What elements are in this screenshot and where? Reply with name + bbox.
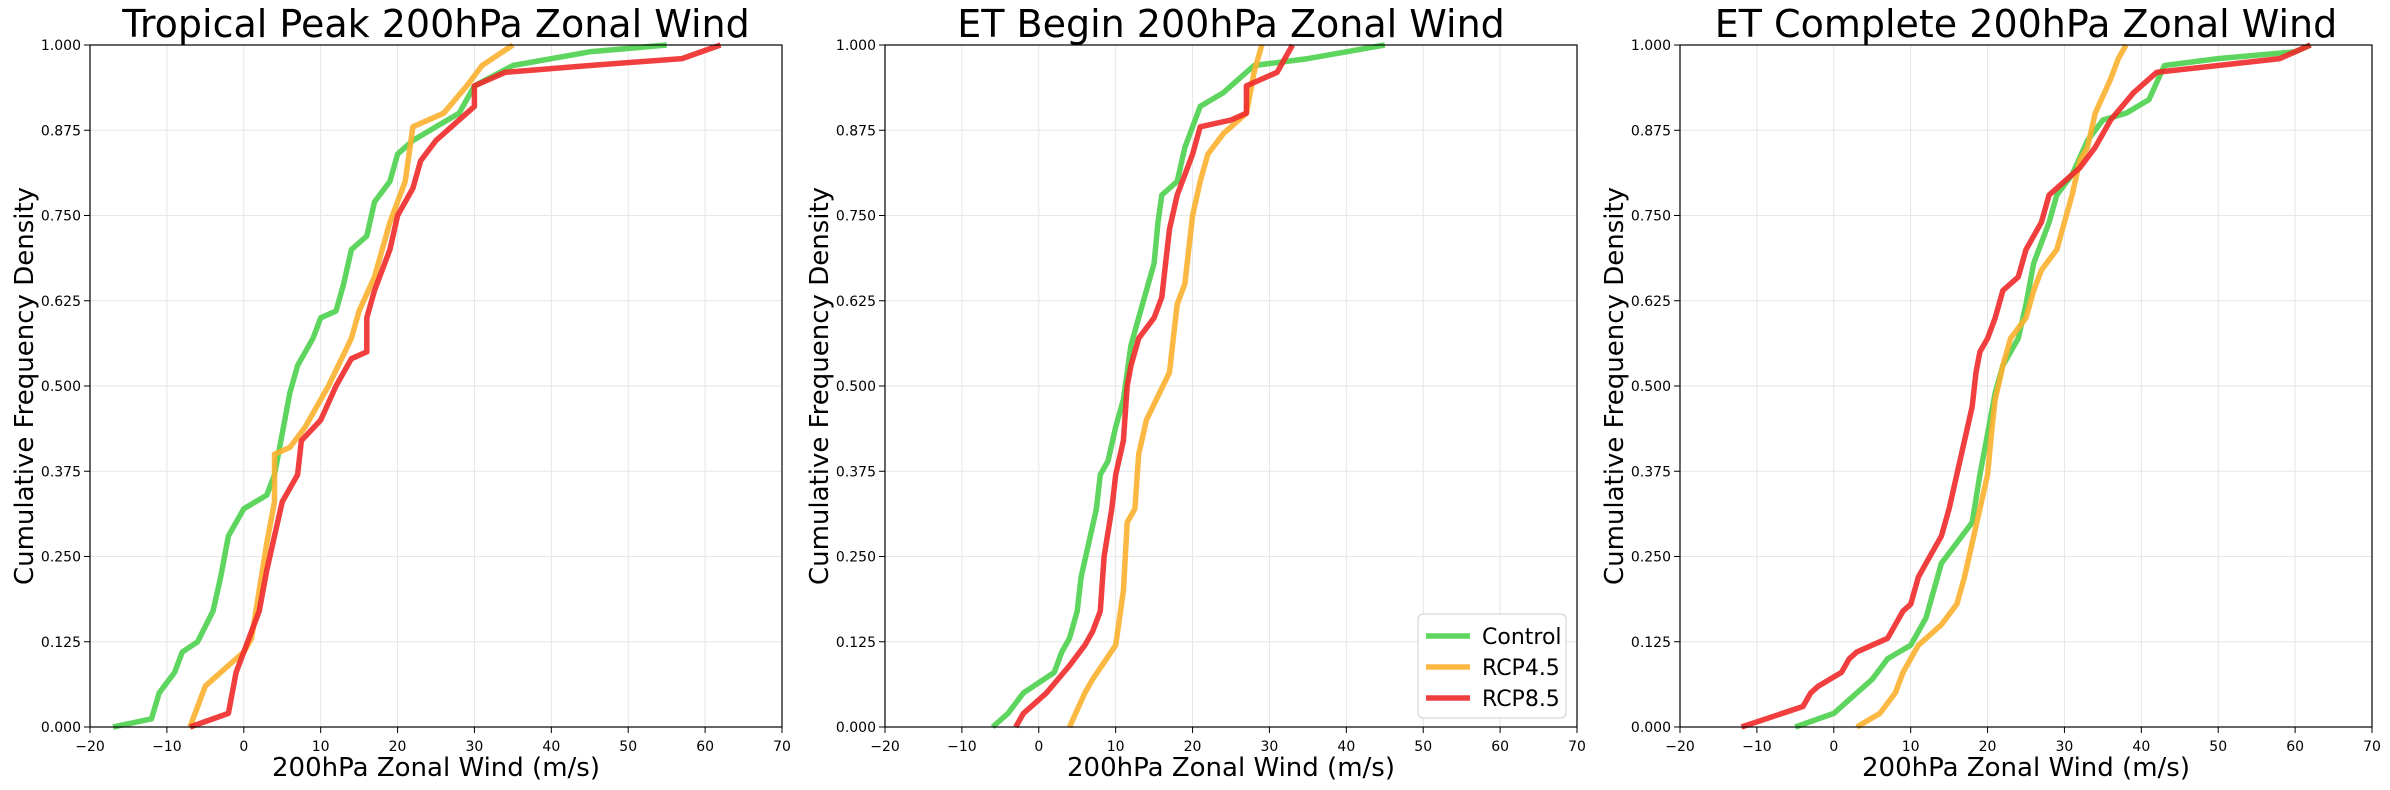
y-tick-label: 0.500 xyxy=(41,379,81,395)
series-line-control xyxy=(112,42,667,730)
x-axis-label: 200hPa Zonal Wind (m/s) xyxy=(1067,753,1395,783)
x-tick-label: −10 xyxy=(1742,739,1772,755)
series-line-control xyxy=(990,42,1386,730)
x-tick-label: 70 xyxy=(1568,739,1586,755)
y-tick-label: 0.625 xyxy=(1631,294,1671,310)
y-axis-label: Cumulative Frequency Density xyxy=(805,187,835,585)
series-line-rcp4-5 xyxy=(1855,43,2129,730)
panel-title: Tropical Peak 200hPa Zonal Wind xyxy=(121,2,749,46)
y-tick-label: 0.750 xyxy=(41,209,81,225)
y-tick-label: 1.000 xyxy=(41,38,81,54)
series-line-rcp8-5 xyxy=(1013,43,1295,729)
x-tick-label: 70 xyxy=(773,739,791,755)
y-tick-label: 0.500 xyxy=(1631,379,1671,395)
y-tick-label: 0.125 xyxy=(1631,635,1671,651)
x-tick-label: 10 xyxy=(1902,739,1920,755)
legend-box xyxy=(1417,613,1567,719)
y-tick-label: 1.000 xyxy=(1631,38,1671,54)
y-tick-label: 0.000 xyxy=(41,720,81,736)
x-tick-label: 60 xyxy=(1491,739,1509,755)
panel-et-begin: −20 −10 0 10 20 30 40 50 60 70 0.000 0.125 0.250 0.37… xyxy=(805,2,1586,783)
x-tick-label: 40 xyxy=(542,739,560,755)
x-tick-label: −20 xyxy=(75,739,105,755)
series-line-rcp8-5 xyxy=(1740,42,2312,730)
x-tick-label: 20 xyxy=(389,739,407,755)
x-tick-label: −10 xyxy=(947,739,977,755)
legend-label-rcp4-5: RCP4.5 xyxy=(1482,656,1560,681)
x-tick-label: 50 xyxy=(2209,739,2227,755)
x-tick-label: 0 xyxy=(239,739,248,755)
y-tick-label: 0.125 xyxy=(836,635,876,651)
legend: Control RCP4.5 RCP8.5 xyxy=(1417,613,1567,719)
x-tick-label: 30 xyxy=(1261,739,1279,755)
y-tick-label: 0.000 xyxy=(1631,720,1671,736)
y-tick-label: 0.000 xyxy=(836,720,876,736)
x-tick-label: 40 xyxy=(2132,739,2150,755)
y-tick-label: 0.875 xyxy=(836,123,876,139)
x-tick-label: −20 xyxy=(1665,739,1695,755)
legend-label-rcp8-5: RCP8.5 xyxy=(1482,687,1560,712)
series-line-rcp4-5 xyxy=(1066,44,1265,729)
y-tick-label: 0.375 xyxy=(836,464,876,480)
y-tick-label: 0.250 xyxy=(1631,550,1671,566)
x-tick-label: 60 xyxy=(2286,739,2304,755)
x-tick-label: −20 xyxy=(870,739,900,755)
y-tick-label: 0.375 xyxy=(41,464,81,480)
x-tick-label: 10 xyxy=(1107,739,1125,755)
y-tick-label: 0.750 xyxy=(836,209,876,225)
x-tick-label: 60 xyxy=(696,739,714,755)
x-tick-label: 40 xyxy=(1337,739,1355,755)
x-tick-label: 30 xyxy=(466,739,484,755)
panel-tropical-peak: −20 −10 0 10 20 30 40 50 60 70 0.000 0.125 0.250 0.37… xyxy=(10,2,791,783)
y-tick-label: 0.500 xyxy=(836,379,876,395)
y-tick-label: 0.125 xyxy=(41,635,81,651)
x-tick-label: 70 xyxy=(2363,739,2381,755)
y-tick-label: 0.875 xyxy=(41,123,81,139)
y-tick-label: 0.875 xyxy=(1631,123,1671,139)
x-tick-label: 0 xyxy=(1829,739,1838,755)
y-tick-label: 0.750 xyxy=(1631,209,1671,225)
x-tick-label: 20 xyxy=(1979,739,1997,755)
x-tick-label: 20 xyxy=(1184,739,1202,755)
series-line-rcp8-5 xyxy=(189,42,722,730)
x-tick-label: −10 xyxy=(152,739,182,755)
panel-title: ET Complete 200hPa Zonal Wind xyxy=(1715,2,2338,46)
y-tick-label: 0.250 xyxy=(836,550,876,566)
legend-label-control: Control xyxy=(1482,625,1562,650)
y-tick-label: 0.375 xyxy=(1631,464,1671,480)
x-axis-label: 200hPa Zonal Wind (m/s) xyxy=(1862,753,2190,783)
panel-title: ET Begin 200hPa Zonal Wind xyxy=(957,2,1505,46)
y-axis-label: Cumulative Frequency Density xyxy=(1600,187,1630,585)
x-axis-label: 200hPa Zonal Wind (m/s) xyxy=(272,753,600,783)
panel-et-complete: −20 −10 0 10 20 30 40 50 60 70 0.000 0.125 0.250 0.37… xyxy=(1600,2,2381,783)
y-tick-label: 0.250 xyxy=(41,550,81,566)
y-tick-label: 0.625 xyxy=(41,294,81,310)
x-tick-label: 50 xyxy=(619,739,637,755)
y-axis-label: Cumulative Frequency Density xyxy=(10,187,40,585)
y-tick-label: 1.000 xyxy=(836,38,876,54)
x-tick-label: 50 xyxy=(1414,739,1432,755)
x-tick-label: 0 xyxy=(1034,739,1043,755)
x-tick-label: 30 xyxy=(2056,739,2074,755)
x-tick-label: 10 xyxy=(312,739,330,755)
y-tick-label: 0.625 xyxy=(836,294,876,310)
